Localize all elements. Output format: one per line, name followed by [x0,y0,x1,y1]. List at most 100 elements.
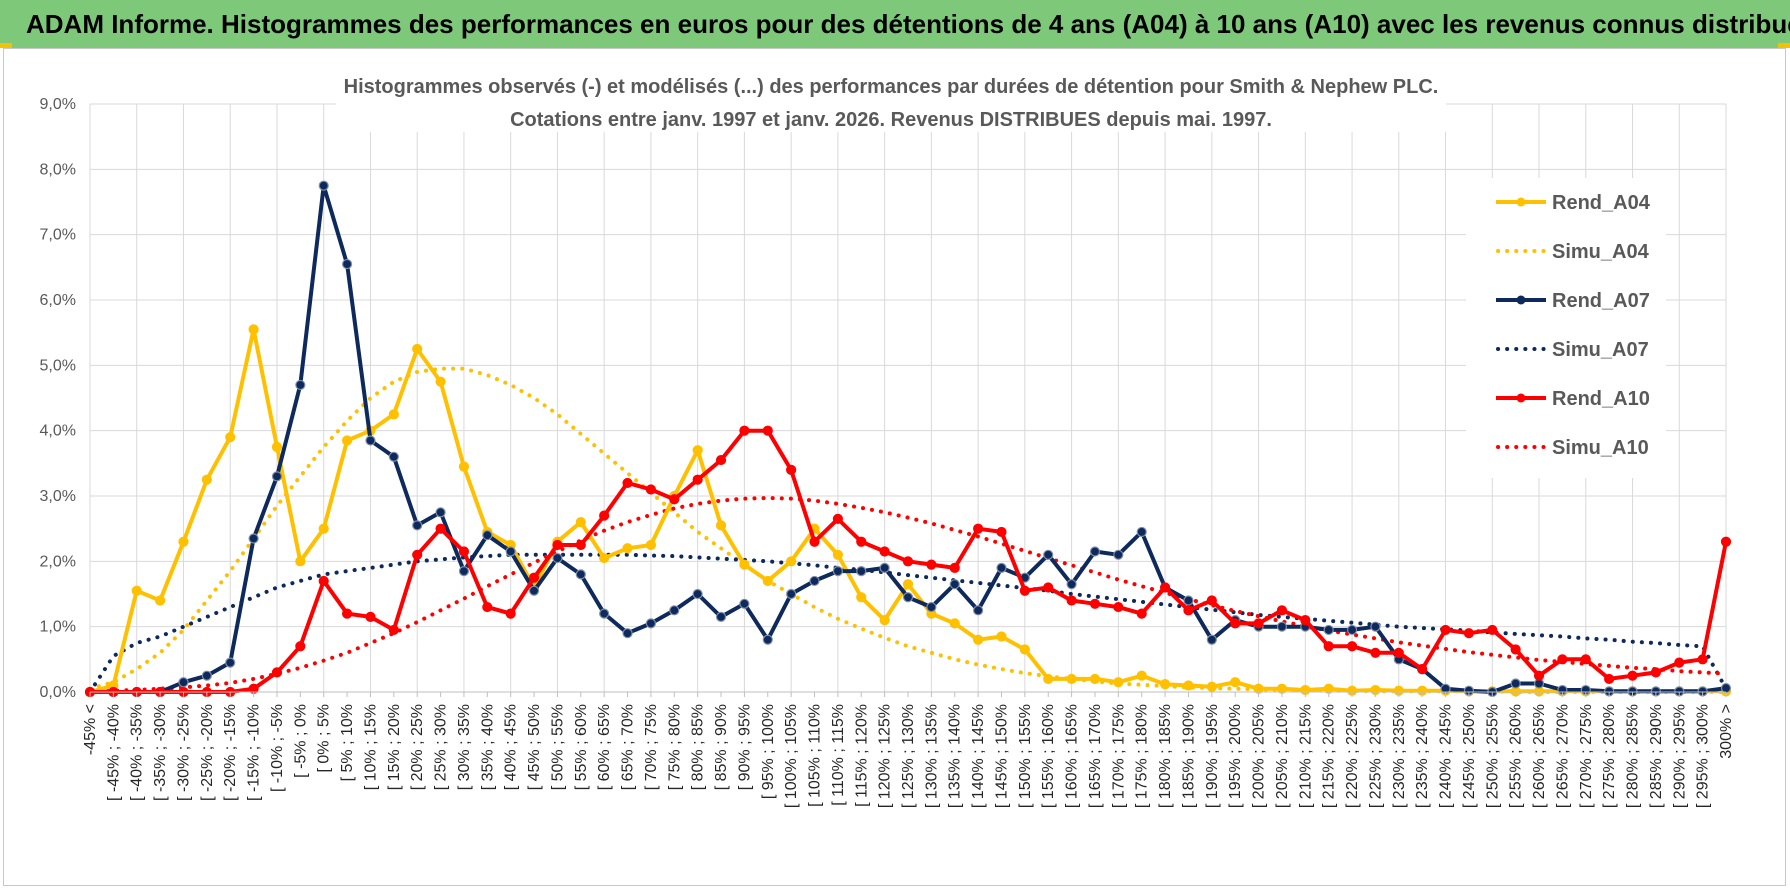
title-background [336,70,1446,132]
legend-label-rend-a07: Rend_A07 [1552,290,1650,312]
x-tick-label: [ 35% ; 40% [479,704,496,790]
x-tick-label: [ 245% ; 250% [1461,704,1478,808]
data-point-rend-a10 [1089,598,1101,609]
data-point-rend-a07 [692,588,703,600]
data-point-rend-a10 [599,510,610,521]
x-tick-label: [ -15% ; -10% [246,704,263,801]
x-tick-label: [ 295% ; 300% [1695,704,1712,808]
data-point-rend-a10 [365,611,376,622]
data-point-rend-a04 [435,376,446,387]
data-point-rend-a10 [528,572,540,583]
data-point-rend-a07 [482,530,493,541]
data-point-rend-a07 [645,618,657,629]
data-point-rend-a04 [879,615,890,626]
data-point-rend-a04 [599,552,610,564]
y-tick-label: 3,0% [40,488,76,505]
data-point-rend-a07 [1183,595,1194,606]
x-tick-label: [ -45% ; -40% [105,704,122,801]
x-tick-label: [ 25% ; 30% [433,704,450,790]
x-tick-label: [ 55% ; 60% [573,704,590,790]
data-point-rend-a10 [973,523,984,534]
data-point-rend-a07 [458,566,470,577]
x-tick-label: [ 15% ; 20% [386,704,403,790]
data-point-rend-a04 [786,556,797,567]
legend-marker-rend-a04 [1516,197,1526,207]
x-tick-label: [ 235% ; 240% [1414,704,1431,808]
data-point-rend-a10 [949,562,960,573]
y-tick-label: 8,0% [40,161,76,178]
data-point-rend-a04 [201,474,212,485]
data-point-rend-a10 [1253,618,1264,629]
y-tick-label: 9,0% [40,96,76,113]
data-point-rend-a10 [1580,654,1591,665]
data-point-rend-a10 [1113,601,1124,613]
legend-label-rend-a10: Rend_A10 [1552,388,1650,410]
data-point-rend-a04 [622,543,633,554]
data-point-rend-a10 [1533,670,1545,681]
x-tick-label: [ 105% ; 110% [807,704,824,807]
data-point-rend-a04 [645,539,657,551]
corner-mark-right [1778,43,1790,48]
x-tick-label: [ 240% ; 245% [1438,704,1455,808]
data-point-rend-a10 [1463,628,1475,639]
data-point-rend-a10 [926,559,937,570]
x-tick-label: [ 275% ; 280% [1601,704,1618,808]
data-point-rend-a07 [248,533,259,544]
x-tick-label: [ 130% ; 135% [923,704,940,808]
data-point-rend-a04 [1183,680,1194,691]
x-tick-label: [ 50% ; 55% [549,704,566,790]
data-point-rend-a10 [1697,654,1708,665]
series-line-simu-a07 [88,552,1728,694]
x-tick-label: [ 225% ; 230% [1367,704,1384,808]
data-point-rend-a07 [341,258,353,270]
data-point-rend-a07 [1276,621,1288,632]
data-point-rend-a04 [973,634,984,645]
legend-label-simu-a04: Simu_A04 [1552,241,1650,263]
x-tick-label: [ 215% ; 220% [1321,704,1338,808]
data-point-rend-a07 [1370,621,1381,632]
data-point-rend-a10 [1183,605,1194,616]
data-point-rend-a07 [856,566,867,577]
chart-title-line1: Histogrammes observés (-) et modélisés (… [344,76,1439,98]
data-point-rend-a10 [388,624,399,636]
data-point-rend-a04 [1113,677,1124,688]
data-point-rend-a04 [739,559,750,570]
x-tick-label: [ 265% ; 270% [1554,704,1571,808]
data-point-rend-a04 [1136,670,1147,681]
y-tick-label: 7,0% [40,227,76,244]
data-point-rend-a10 [1674,657,1685,668]
x-tick-label: [ 255% ; 260% [1508,704,1525,808]
x-tick-label: [ 165% ; 170% [1087,704,1104,808]
data-point-rend-a04 [715,520,727,531]
x-tick-label: [ 110% ; 115% [830,704,847,806]
data-point-rend-a04 [458,461,470,472]
legend-background [1466,178,1666,478]
x-tick-label: [ 125% ; 130% [900,704,917,808]
x-tick-label: [ 115% ; 120% [853,704,870,807]
data-point-rend-a07 [435,507,446,518]
data-point-rend-a10 [1300,615,1311,626]
x-tick-label: [ 120% ; 125% [877,704,894,808]
x-tick-label: [ 90% ; 95% [736,704,753,790]
data-point-rend-a04 [762,575,773,587]
data-point-rend-a07 [879,562,890,573]
data-point-rend-a04 [1066,673,1077,685]
chart-title-line2: Cotations entre janv. 1997 et janv. 2026… [510,109,1272,131]
x-tick-label: [ 0% ; 5% [316,704,333,772]
data-point-rend-a10 [1510,644,1521,655]
x-tick-label: [ 190% ; 195% [1204,704,1221,808]
data-point-rend-a07 [809,575,820,587]
x-tick-label: [ 250% ; 255% [1484,704,1501,808]
data-point-rend-a07 [412,520,423,531]
x-tick-label: [ 180% ; 185% [1157,704,1174,808]
x-tick-label: [ 175% ; 180% [1134,704,1151,808]
data-point-rend-a10 [318,575,329,587]
data-point-rend-a04 [1159,679,1171,690]
header-bar: ADAM Informe. Histogrammes des performan… [0,0,1790,48]
y-tick-label: 4,0% [40,423,76,440]
data-point-rend-a10 [692,474,703,485]
data-point-rend-a07 [505,546,516,557]
x-tick-label: [ 210% ; 215% [1297,704,1314,808]
x-tick-label: [ 145% ; 150% [993,704,1010,808]
x-tick-label: [ 195% ; 200% [1227,704,1244,808]
